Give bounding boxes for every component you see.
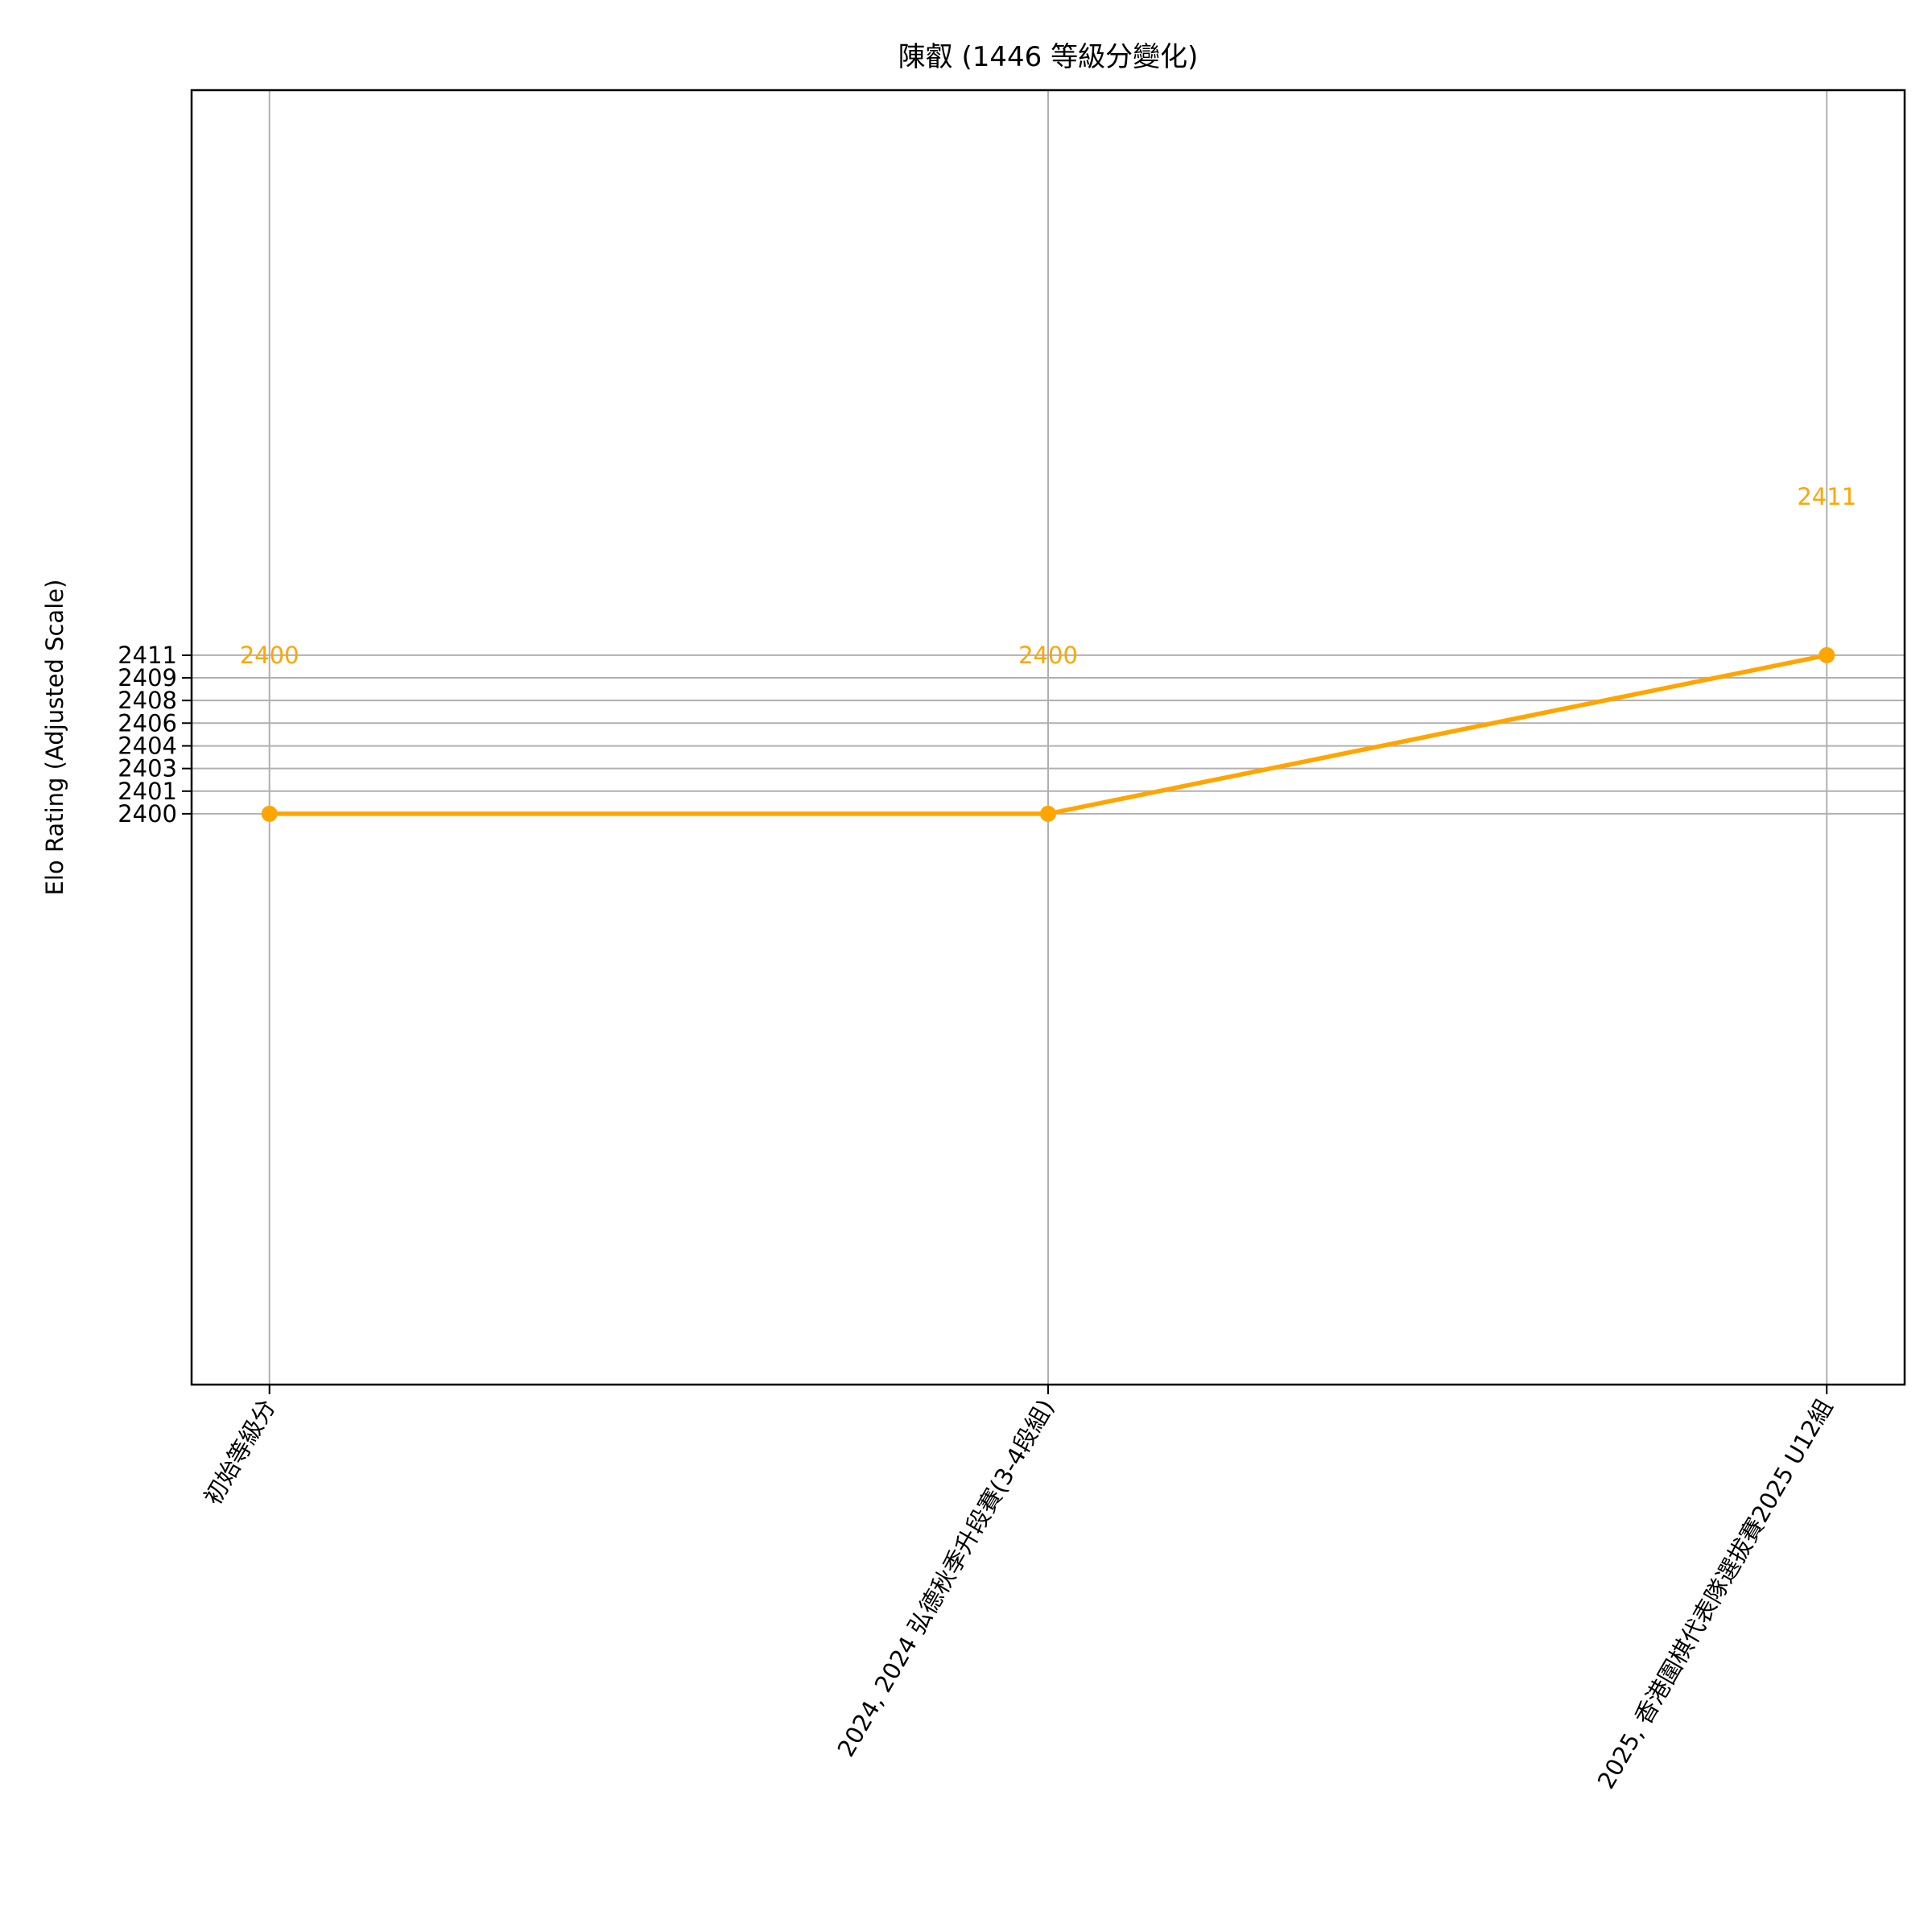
y-tick-label: 2406 xyxy=(118,709,177,737)
data-point xyxy=(1040,805,1056,822)
y-axis-label: Elo Rating (Adjusted Scale) xyxy=(41,580,68,896)
y-tick-label: 2401 xyxy=(118,778,177,805)
data-label: 2411 xyxy=(1797,483,1856,510)
y-tick-label: 2411 xyxy=(118,642,177,669)
y-tick-label: 2408 xyxy=(118,687,177,714)
data-labels: 2400 2400 2411 xyxy=(240,483,1856,669)
y-tick-label: 2403 xyxy=(118,755,177,782)
data-point xyxy=(261,805,278,822)
data-label: 2400 xyxy=(240,642,299,669)
y-tick-label: 2400 xyxy=(118,800,177,828)
grid xyxy=(192,90,1905,1385)
y-tick-label: 2404 xyxy=(118,733,177,760)
data-point xyxy=(1818,646,1835,663)
y-tick-label: 2409 xyxy=(118,664,177,691)
series xyxy=(261,646,1835,822)
chart-title: 陳叡 (1446 等級分變化) xyxy=(898,41,1199,73)
data-label: 2400 xyxy=(1018,642,1078,669)
